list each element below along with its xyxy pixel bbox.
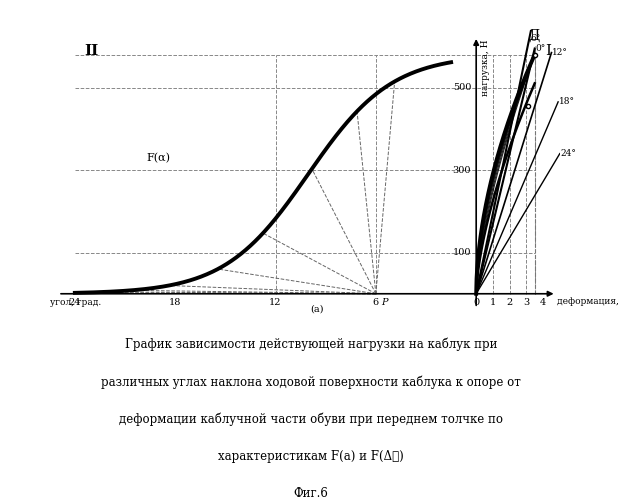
- Text: I: I: [545, 43, 551, 57]
- Text: 4: 4: [540, 298, 546, 307]
- Text: 0°: 0°: [536, 44, 545, 53]
- Text: характеристикам F(a) и F(Δℓ): характеристикам F(a) и F(Δℓ): [218, 450, 404, 463]
- Text: 18: 18: [169, 298, 182, 307]
- Text: 0: 0: [473, 298, 479, 307]
- Text: Д: Д: [528, 28, 539, 42]
- Text: 6: 6: [373, 298, 379, 307]
- Text: 18°: 18°: [559, 97, 575, 106]
- Text: 12: 12: [269, 298, 282, 307]
- Text: 24°: 24°: [560, 149, 577, 158]
- Text: 1: 1: [490, 298, 496, 307]
- Text: угол, град.: угол, град.: [50, 298, 101, 307]
- Text: деформации каблучной части обуви при переднем толчке по: деформации каблучной части обуви при пер…: [119, 413, 503, 426]
- Text: 2: 2: [506, 298, 513, 307]
- Text: График зависимости действующей нагрузки на каблук при: График зависимости действующей нагрузки …: [125, 338, 497, 351]
- Text: 500: 500: [453, 83, 471, 92]
- Text: 100: 100: [453, 248, 471, 257]
- Text: 3: 3: [523, 298, 529, 307]
- Text: различных углах наклона ходовой поверхности каблука к опоре от: различных углах наклона ходовой поверхно…: [101, 375, 521, 389]
- Text: F(α): F(α): [146, 153, 170, 163]
- Text: (а): (а): [310, 305, 324, 314]
- Text: Фиг.6: Фиг.6: [294, 487, 328, 499]
- Text: деформация, мм: деформация, мм: [557, 297, 622, 306]
- Text: P: P: [381, 298, 388, 307]
- Text: II: II: [85, 43, 99, 57]
- Text: 12°: 12°: [552, 48, 568, 57]
- Text: 24: 24: [68, 298, 81, 307]
- Text: 300: 300: [453, 166, 471, 175]
- Text: нагрузка, Н: нагрузка, Н: [481, 39, 490, 95]
- Text: 6°: 6°: [530, 34, 541, 43]
